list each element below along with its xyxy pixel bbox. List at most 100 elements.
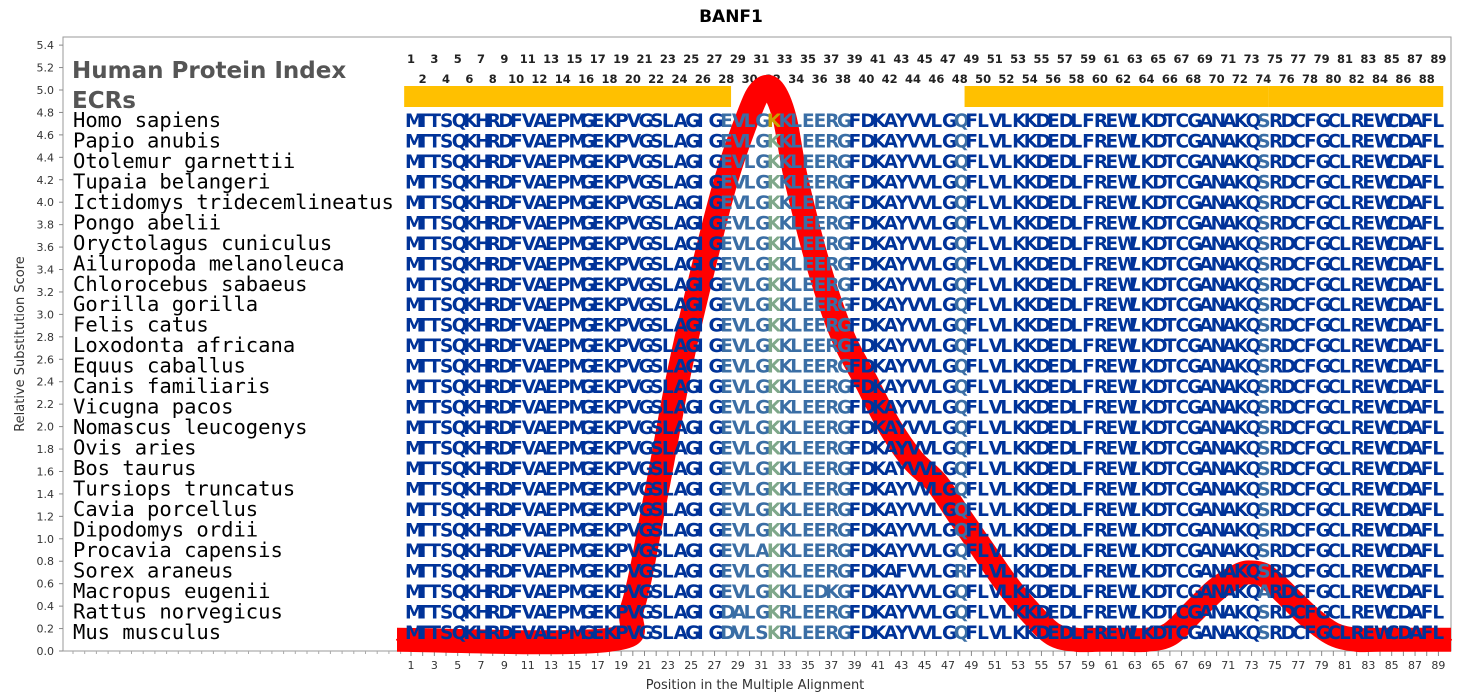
index-number-even: 46 <box>928 72 944 86</box>
residue: L <box>662 172 674 193</box>
residue: T <box>417 152 430 173</box>
residue: F <box>1421 152 1434 173</box>
residue: Y <box>894 172 909 193</box>
index-number-even: 44 <box>905 72 921 86</box>
residue: D <box>1397 131 1412 152</box>
residue: M <box>405 193 423 214</box>
residue: L <box>1432 295 1444 316</box>
residue: C <box>1292 131 1306 152</box>
residue: K <box>463 234 478 255</box>
residue: L <box>1432 111 1444 132</box>
index-number-odd: 31 <box>753 52 769 66</box>
residue: F <box>510 111 523 132</box>
x-tick-label: 5 <box>454 659 461 672</box>
residue: H <box>475 111 490 132</box>
residue: L <box>1129 152 1141 173</box>
residue: C <box>1386 275 1400 296</box>
sequence-row: MTTSQKHRDFVAEPMGEKPVGSLAGI GEVLGKKLEERGFD… <box>405 479 1444 500</box>
residue: P <box>557 172 571 193</box>
residue: F <box>1082 131 1095 152</box>
x-tick-label: 59 <box>1081 659 1095 672</box>
residue: D <box>860 213 875 234</box>
species-label: Loxodonta africana <box>73 333 295 357</box>
residue: L <box>977 316 989 337</box>
residue: N <box>1211 172 1226 193</box>
residue: R <box>1094 172 1108 193</box>
sequence-row: MTTSQKHRDFVAEPMGEKPVGSLAGI GEVLGKKLEERGFD… <box>405 234 1444 255</box>
sequence-row: MTTSQKHRDFVAEPMGEKPVGSLAGI GEVLGKKLEERGFD… <box>405 193 1444 214</box>
residue: L <box>1129 520 1141 541</box>
residue: L <box>744 295 756 316</box>
residue: G <box>755 254 770 275</box>
residue: R <box>1094 131 1108 152</box>
x-axis-label: Position in the Multiple Alignment <box>646 678 865 693</box>
residue: E <box>1362 254 1375 275</box>
residue: G <box>639 275 654 296</box>
residue: K <box>1012 213 1027 234</box>
residue: L <box>662 520 674 541</box>
residue: E <box>720 295 733 316</box>
residue: G <box>580 131 595 152</box>
residue: L <box>790 500 802 521</box>
residue: S <box>650 275 663 296</box>
residue: F <box>1082 275 1095 296</box>
residue: L <box>1000 152 1012 173</box>
species-label: Sorex araneus <box>73 558 233 582</box>
residue: L <box>1129 131 1141 152</box>
residue: L <box>1000 193 1012 214</box>
residue: L <box>1070 479 1082 500</box>
residue: P <box>557 254 571 275</box>
residue: C <box>1176 254 1190 275</box>
residue: F <box>965 193 978 214</box>
residue: L <box>744 336 756 357</box>
residue: P <box>615 254 629 275</box>
residue: V <box>522 295 537 316</box>
residue: E <box>1106 152 1119 173</box>
residue: L <box>790 459 802 480</box>
index-number-odd: 55 <box>1033 52 1049 66</box>
index-number-odd: 23 <box>660 52 676 66</box>
residue: A <box>1409 111 1424 132</box>
residue: F <box>965 152 978 173</box>
residue: V <box>919 213 934 234</box>
residue: V <box>919 295 934 316</box>
residue: L <box>1432 623 1444 644</box>
residue: L <box>1129 479 1141 500</box>
residue: P <box>615 213 629 234</box>
y-tick-label: 1.2 <box>37 510 55 523</box>
residue: H <box>475 172 490 193</box>
residue: R <box>1351 152 1365 173</box>
index-number-even: 74 <box>1255 72 1271 86</box>
residue: E <box>545 172 558 193</box>
residue: A <box>1409 254 1424 275</box>
index-number-even: 66 <box>1162 72 1178 86</box>
residue: L <box>1339 357 1351 378</box>
residue: Q <box>1246 213 1262 234</box>
residue: L <box>1070 152 1082 173</box>
index-number-even: 38 <box>835 72 851 86</box>
residue: L <box>1339 582 1351 603</box>
residue: M <box>568 131 586 152</box>
residue: F <box>1304 234 1317 255</box>
residue: F <box>1304 152 1317 173</box>
residue: G <box>837 254 852 275</box>
residue: G <box>1187 131 1202 152</box>
residue: F <box>849 275 862 296</box>
residue: L <box>1339 439 1351 460</box>
residue: E <box>1362 172 1375 193</box>
sequence-row: MTTSQKHRDFVAEPMGEKPVGSLAGI GEVLGKKLEERGFD… <box>405 500 1444 521</box>
residue: N <box>1211 254 1226 275</box>
residue: E <box>814 152 827 173</box>
residue: C <box>1327 193 1341 214</box>
residue: L <box>1070 582 1082 603</box>
residue: R <box>825 295 839 316</box>
species-label: Canis familiaris <box>73 374 270 398</box>
residue: L <box>1129 316 1141 337</box>
residue: L <box>790 295 802 316</box>
residue: W <box>1374 193 1394 214</box>
residue: F <box>510 193 523 214</box>
residue: K <box>603 295 618 316</box>
residue: R <box>1269 254 1283 275</box>
series-point <box>888 425 891 428</box>
residue: D <box>1152 172 1167 193</box>
